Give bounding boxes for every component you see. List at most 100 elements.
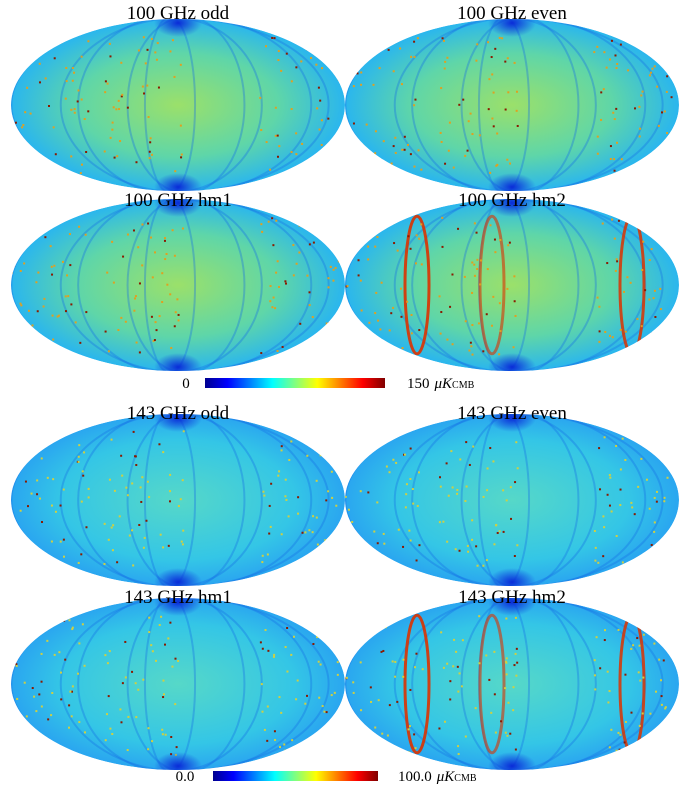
noise-speck [134,682,137,685]
noise-speck [15,664,18,667]
noise-speck [603,436,606,439]
noise-speck [308,291,311,294]
noise-speck [514,314,517,317]
noise-speck [598,305,601,308]
noise-speck [177,319,180,322]
noise-speck [336,661,339,664]
noise-speck [64,295,67,298]
noise-speck [352,122,355,125]
noise-speck [22,124,25,127]
noise-speck [505,673,508,676]
noise-speck [648,298,651,301]
noise-speck [417,149,420,152]
noise-speck [259,641,262,644]
noise-speck [71,626,74,629]
noise-speck [663,110,666,113]
noise-speck [451,343,454,346]
noise-speck [504,60,507,63]
noise-speck [356,535,359,538]
noise-speck [513,554,516,557]
noise-speck [596,45,599,48]
noise-speck [597,561,600,564]
noise-speck [653,530,656,533]
noise-speck [466,149,469,152]
noise-speck [112,281,115,284]
noise-speck [446,540,449,543]
noise-speck [595,636,598,639]
noise-speck [457,227,460,230]
noise-speck [482,564,485,567]
noise-speck [388,329,391,332]
noise-speck [71,66,74,69]
noise-speck [287,515,290,518]
noise-speck [169,473,172,476]
noise-speck [131,482,134,485]
noise-speck [513,275,516,278]
noise-speck [138,523,141,526]
noise-speck [515,674,518,677]
noise-speck [171,229,174,232]
noise-speck [57,314,60,317]
noise-speck [655,490,658,493]
noise-speck [656,434,659,437]
noise-speck [604,330,607,333]
noise-speck [407,751,410,754]
noise-speck [301,142,304,145]
noise-speck [440,631,443,634]
noise-speck [336,323,339,326]
pole [154,19,202,37]
noise-speck [648,74,651,77]
noise-speck [375,291,378,294]
noise-speck [48,105,50,107]
noise-speck [50,504,53,507]
noise-speck [119,140,122,143]
noise-speck [330,614,333,617]
panel-title: 143 GHz hm1 [124,587,232,608]
noise-speck [150,236,153,239]
noise-speck [146,480,149,483]
noise-speck [280,449,283,452]
scan-ring [59,19,313,191]
noise-speck [312,241,315,244]
noise-speck [51,273,54,276]
noise-speck [498,302,501,305]
noise-speck [336,167,339,170]
noise-speck [606,670,609,673]
noise-speck [446,56,449,59]
noise-speck [441,216,444,219]
noise-speck [277,59,280,62]
noise-speck [374,726,377,729]
noise-speck [285,52,288,55]
noise-speck [276,174,279,177]
noise-speck [361,52,364,55]
noise-speck [611,218,614,221]
pole [154,199,202,217]
noise-speck [169,490,172,493]
noise-speck [50,714,53,717]
noise-speck [47,718,50,721]
noise-speck [622,290,625,293]
noise-speck [449,305,452,308]
noise-speck [327,277,330,280]
noise-speck [416,37,419,40]
noise-speck [408,529,411,532]
noise-speck [617,628,620,631]
streak [478,613,506,755]
noise-speck [357,259,360,262]
noise-speck [374,245,377,248]
noise-speck [331,496,334,499]
noise-speck [502,489,505,492]
noise-speck [40,457,43,460]
noise-speck [471,324,474,327]
noise-speck [387,171,390,174]
noise-speck [417,471,420,474]
noise-speck [377,319,380,322]
noise-speck [456,665,459,668]
sky-map [11,598,345,770]
noise-speck [20,304,23,307]
noise-speck [375,750,378,753]
noise-speck [352,626,355,629]
noise-speck [260,683,263,686]
noise-speck [626,276,629,279]
